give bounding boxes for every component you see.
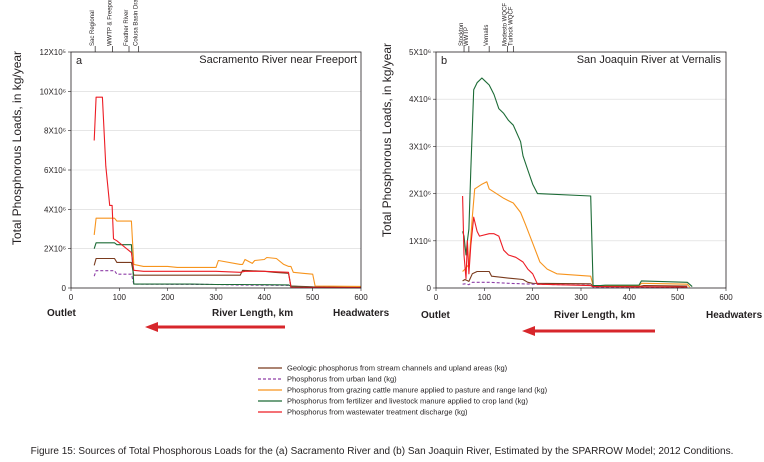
y-tick-label: 0 bbox=[427, 284, 432, 293]
y-tick-label: 6X10⁶ bbox=[44, 166, 66, 175]
panel-b-xlabel: River Length, km bbox=[554, 310, 635, 321]
panel-a-direction-arrow bbox=[145, 322, 285, 332]
legend-label-0: Geologic phosphorus from stream channels… bbox=[287, 364, 508, 373]
panel-a-source-markers: Sac Regional WWTP & Freeport Feather River… bbox=[90, 0, 140, 52]
series-line-4 bbox=[462, 195, 688, 288]
panel-a-ytick-labels: 0 2X10⁶ 4X10⁶ 6X10⁶ 8X10⁶ 10X10⁶ 12X10⁵ bbox=[40, 48, 71, 293]
panel-b-gridlines bbox=[436, 98, 726, 242]
panel-a-series bbox=[93, 96, 362, 289]
source-marker-label: Turlock WQCF bbox=[508, 6, 514, 46]
panel-b-plot-frame bbox=[435, 51, 727, 289]
x-tick-label: 400 bbox=[623, 293, 637, 302]
source-marker-label: WWTP & Freeport bbox=[108, 0, 114, 46]
panel-a-sacramento-chart: Total Phosphorous Loads, in kg/year 0 2X1… bbox=[10, 0, 390, 332]
x-tick-label: 100 bbox=[478, 293, 492, 302]
panel-a-title: Sacramento River near Freeport bbox=[199, 54, 357, 66]
series-line-1 bbox=[93, 270, 362, 289]
y-tick-label: 8X10⁶ bbox=[44, 127, 66, 136]
series-line-3 bbox=[93, 242, 362, 289]
x-tick-label: 0 bbox=[69, 293, 74, 302]
panel-b-xtick-labels: 0 100 200 300 400 500 600 bbox=[434, 288, 733, 302]
y-tick-label: 4X10⁶ bbox=[44, 205, 66, 214]
x-tick-label: 100 bbox=[113, 293, 127, 302]
source-marker-label: Vernalis bbox=[484, 25, 490, 46]
y-tick-label: 2X10⁶ bbox=[44, 245, 66, 254]
legend-label-3: Phosphorus from fertilizer and livestock… bbox=[287, 397, 528, 406]
panel-b-letter: b bbox=[441, 55, 447, 67]
panel-a-headwaters-label: Headwaters bbox=[333, 308, 390, 319]
series-line-2 bbox=[93, 217, 362, 287]
panel-b-outlet-label: Outlet bbox=[421, 310, 451, 321]
panel-a-xlabel: River Length, km bbox=[212, 308, 293, 319]
y-tick-label: 0 bbox=[62, 284, 67, 293]
series-line-0 bbox=[462, 270, 688, 288]
figure-canvas: Total Phosphorous Loads, in kg/year 0 2X1… bbox=[10, 0, 763, 417]
x-tick-label: 300 bbox=[209, 293, 223, 302]
x-tick-label: 400 bbox=[258, 293, 272, 302]
source-marker-label: Stockton bbox=[459, 23, 465, 46]
y-tick-label: 12X10⁵ bbox=[40, 48, 66, 57]
panel-b-ylabel: Total Phosphorous Loads, in kg/year bbox=[380, 43, 394, 237]
panel-b-headwaters-label: Headwaters bbox=[706, 310, 763, 321]
panel-b-series bbox=[462, 77, 693, 289]
y-tick-label: 1X10⁶ bbox=[409, 237, 431, 246]
x-tick-label: 300 bbox=[574, 293, 588, 302]
y-tick-label: 10X10⁶ bbox=[40, 87, 66, 96]
source-marker-label: WWTP bbox=[464, 27, 470, 46]
source-marker-label: Modesto WQCF bbox=[503, 3, 509, 46]
panel-a-plot-frame bbox=[70, 51, 362, 289]
panel-a-xtick-labels: 0 100 200 300 400 500 600 bbox=[69, 288, 368, 302]
panel-b-san-joaquin-chart: Total Phosphorous Loads, in kg/year 0 1X1… bbox=[380, 3, 763, 336]
panel-a-gridlines bbox=[71, 91, 361, 249]
x-tick-label: 600 bbox=[354, 293, 368, 302]
legend-label-1: Phosphorus from urban land (kg) bbox=[287, 375, 397, 384]
y-tick-label: 4X10⁶ bbox=[409, 95, 431, 104]
panel-b-title: San Joaquin River at Vernalis bbox=[577, 54, 722, 66]
panel-a-letter: a bbox=[76, 55, 83, 67]
x-tick-label: 600 bbox=[719, 293, 733, 302]
x-tick-label: 200 bbox=[161, 293, 175, 302]
source-marker-label: Sac Regional bbox=[90, 10, 96, 46]
panel-a-ylabel: Total Phosphorous Loads, in kg/year bbox=[10, 51, 24, 245]
series-line-3 bbox=[462, 77, 693, 288]
x-tick-label: 200 bbox=[526, 293, 540, 302]
x-tick-label: 0 bbox=[434, 293, 439, 302]
source-marker-label: Feather River bbox=[124, 10, 130, 46]
source-marker-label: Colusa Basin Drain bbox=[134, 0, 140, 46]
x-tick-label: 500 bbox=[306, 293, 320, 302]
x-tick-label: 500 bbox=[671, 293, 685, 302]
panel-b-ytick-labels: 0 1X10⁶ 2X10⁶ 3X10⁶ 4X10⁶ 5X10⁶ bbox=[409, 48, 436, 293]
y-tick-label: 2X10⁶ bbox=[409, 190, 431, 199]
panel-a-outlet-label: Outlet bbox=[47, 308, 77, 319]
legend-label-4: Phosphorus from wastewater treatment dis… bbox=[287, 408, 468, 417]
y-tick-label: 5X10⁶ bbox=[409, 48, 431, 57]
legend: Geologic phosphorus from stream channels… bbox=[258, 364, 548, 417]
series-line-4 bbox=[93, 96, 362, 289]
panel-b-direction-arrow bbox=[522, 326, 655, 336]
y-tick-label: 3X10⁶ bbox=[409, 142, 431, 151]
legend-label-2: Phosphorus from grazing cattle manure ap… bbox=[287, 386, 548, 395]
figure-caption: Figure 15: Sources of Total Phosphorous … bbox=[30, 446, 734, 457]
